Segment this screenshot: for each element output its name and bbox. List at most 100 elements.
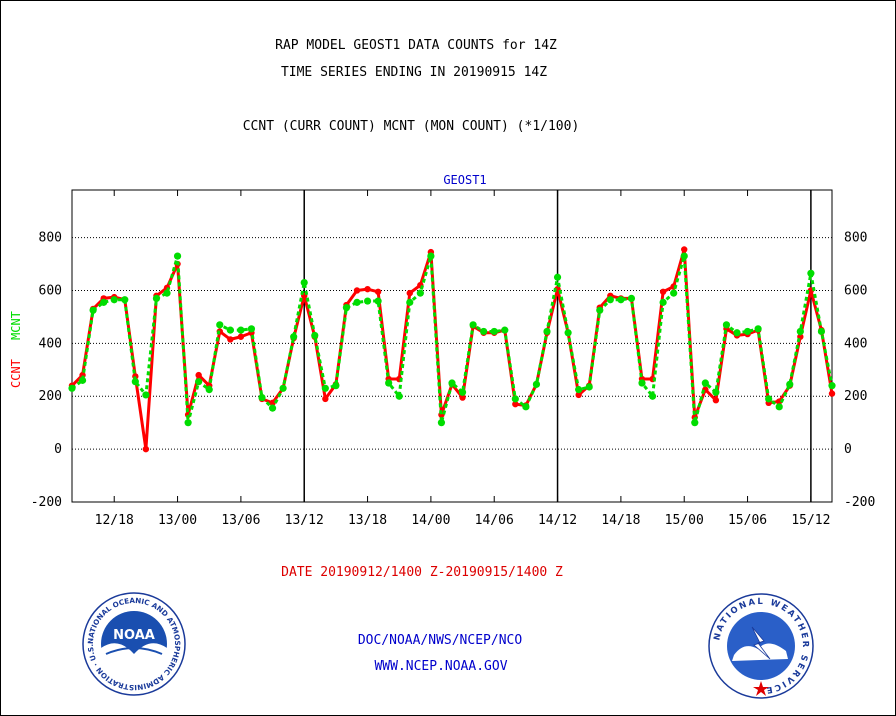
data-point-mcnt (786, 380, 794, 388)
y-tick-label-left: -200 (31, 495, 62, 510)
red-star-icon (753, 681, 769, 696)
data-point-mcnt (796, 327, 804, 336)
data-point-mcnt (395, 392, 403, 400)
data-point-mcnt (311, 331, 319, 340)
data-point-mcnt (290, 333, 298, 341)
x-tick-label: 15/12 (791, 513, 830, 528)
org-text: DOC/NOAA/NWS/NCEP/NCO (357, 633, 523, 648)
data-point-ccnt (374, 288, 382, 295)
data-point-ccnt (575, 391, 582, 399)
series-line-mcnt (71, 254, 834, 425)
data-point-mcnt (268, 404, 277, 412)
x-tick-label: 14/18 (601, 513, 640, 528)
data-point-mcnt (596, 306, 604, 314)
data-point-mcnt (722, 321, 731, 329)
data-point-mcnt (743, 327, 752, 336)
title-line1: RAP MODEL GEOST1 DATA COUNTS for 14Z (275, 38, 557, 53)
data-point-mcnt (173, 252, 182, 260)
y-tick-label-left: 600 (39, 283, 62, 298)
data-point-mcnt (353, 298, 361, 306)
data-point-mcnt (437, 419, 446, 427)
data-point-mcnt (480, 327, 488, 336)
data-point-ccnt (459, 394, 466, 401)
data-point-mcnt (817, 327, 826, 336)
data-point-mcnt (195, 378, 203, 386)
ylabel-mcnt: MCNT (9, 311, 23, 340)
data-point-mcnt (511, 395, 519, 403)
data-point-mcnt (216, 321, 224, 329)
data-point-mcnt (332, 382, 340, 390)
data-point-mcnt (490, 327, 498, 336)
data-point-mcnt (100, 298, 108, 306)
data-point-mcnt (733, 329, 741, 337)
data-point-mcnt (522, 403, 530, 411)
nws-logo: NATIONAL WEATHER SERVICE (708, 593, 814, 699)
data-point-mcnt (121, 296, 129, 304)
x-tick-label: 15/00 (665, 513, 704, 528)
data-point-mcnt (648, 392, 657, 400)
noaa-center-text: NOAA (113, 628, 155, 643)
data-point-ccnt (142, 445, 150, 453)
data-point-mcnt (670, 289, 678, 297)
data-point-ccnt (659, 288, 667, 295)
data-point-mcnt (142, 391, 150, 399)
x-tick-label: 14/12 (538, 513, 577, 528)
data-point-mcnt (627, 294, 636, 303)
data-point-mcnt (184, 419, 192, 427)
data-point-mcnt (374, 297, 382, 305)
data-point-ccnt (828, 390, 836, 397)
data-point-mcnt (765, 395, 773, 403)
y-tick-label-right: 200 (844, 389, 867, 404)
data-point-mcnt (68, 384, 76, 392)
data-point-mcnt (258, 393, 266, 402)
data-point-mcnt (564, 329, 572, 337)
x-tick-label: 12/18 (95, 513, 134, 528)
x-tick-label: 14/06 (475, 513, 514, 528)
data-point-mcnt (89, 306, 97, 314)
subtitle: CCNT (CURR COUNT) MCNT (MON COUNT) (*1/1… (242, 119, 580, 134)
data-point-mcnt (226, 326, 234, 334)
data-point-ccnt (353, 287, 361, 294)
data-point-mcnt (606, 296, 614, 304)
data-point-mcnt (659, 298, 667, 306)
data-point-mcnt (131, 378, 139, 386)
data-point-mcnt (363, 297, 372, 305)
data-point-mcnt (775, 403, 783, 411)
data-point-mcnt (680, 252, 688, 260)
data-point-mcnt (110, 296, 118, 304)
data-point-mcnt (205, 386, 213, 394)
data-point-mcnt (575, 386, 583, 394)
data-point-mcnt (163, 289, 171, 297)
ylabel-ccnt: CCNT (9, 359, 23, 388)
data-point-mcnt (300, 278, 308, 287)
plot-area (71, 189, 833, 503)
x-tick-label: 15/06 (728, 513, 767, 528)
data-point-mcnt (385, 379, 393, 387)
date-range: DATE 20190912/1400 Z-20190915/1400 Z (281, 565, 563, 580)
x-tick-label: 13/00 (158, 513, 197, 528)
data-point-mcnt (152, 294, 161, 303)
data-point-mcnt (279, 384, 287, 392)
data-point-mcnt (406, 298, 414, 306)
data-point-mcnt (342, 304, 351, 312)
data-point-mcnt (691, 419, 699, 427)
data-point-mcnt (469, 321, 477, 329)
data-point-mcnt (712, 388, 720, 396)
data-point-mcnt (501, 326, 509, 334)
data-point-mcnt (701, 379, 709, 387)
x-tick-label: 13/06 (221, 513, 260, 528)
data-point-ccnt (195, 371, 202, 379)
y-tick-label-right: -200 (844, 495, 875, 510)
y-tick-label-left: 200 (39, 389, 62, 404)
y-tick-label-right: 600 (844, 283, 867, 298)
data-point-ccnt (712, 397, 720, 404)
data-point-ccnt (237, 333, 245, 340)
data-point-ccnt (269, 399, 276, 407)
data-point-mcnt (247, 325, 256, 333)
data-point-ccnt (364, 285, 371, 293)
data-point-mcnt (807, 269, 815, 277)
data-point-mcnt (585, 383, 593, 391)
x-tick-label: 14/00 (411, 513, 450, 528)
data-point-mcnt (532, 380, 541, 388)
